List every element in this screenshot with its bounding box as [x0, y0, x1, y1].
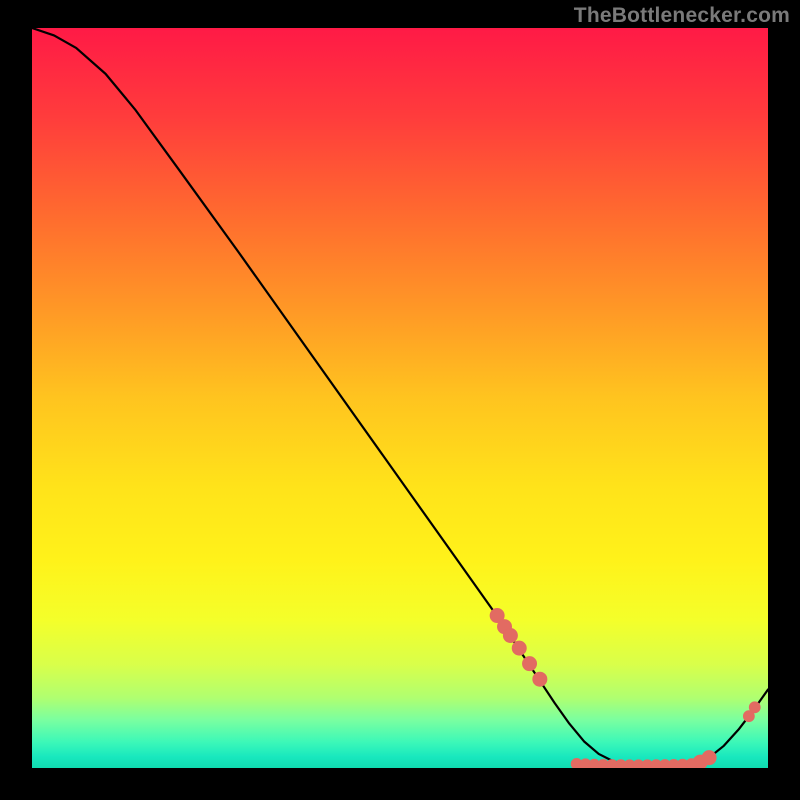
- data-marker: [749, 702, 760, 713]
- data-marker: [512, 641, 526, 655]
- data-marker: [503, 629, 517, 643]
- data-marker: [523, 657, 537, 671]
- data-marker: [702, 751, 716, 765]
- bottleneck-chart: [0, 0, 800, 800]
- watermark-text: TheBottlenecker.com: [574, 4, 790, 28]
- data-marker: [686, 759, 697, 770]
- data-marker: [533, 672, 547, 686]
- gradient-plot-background: [32, 28, 768, 768]
